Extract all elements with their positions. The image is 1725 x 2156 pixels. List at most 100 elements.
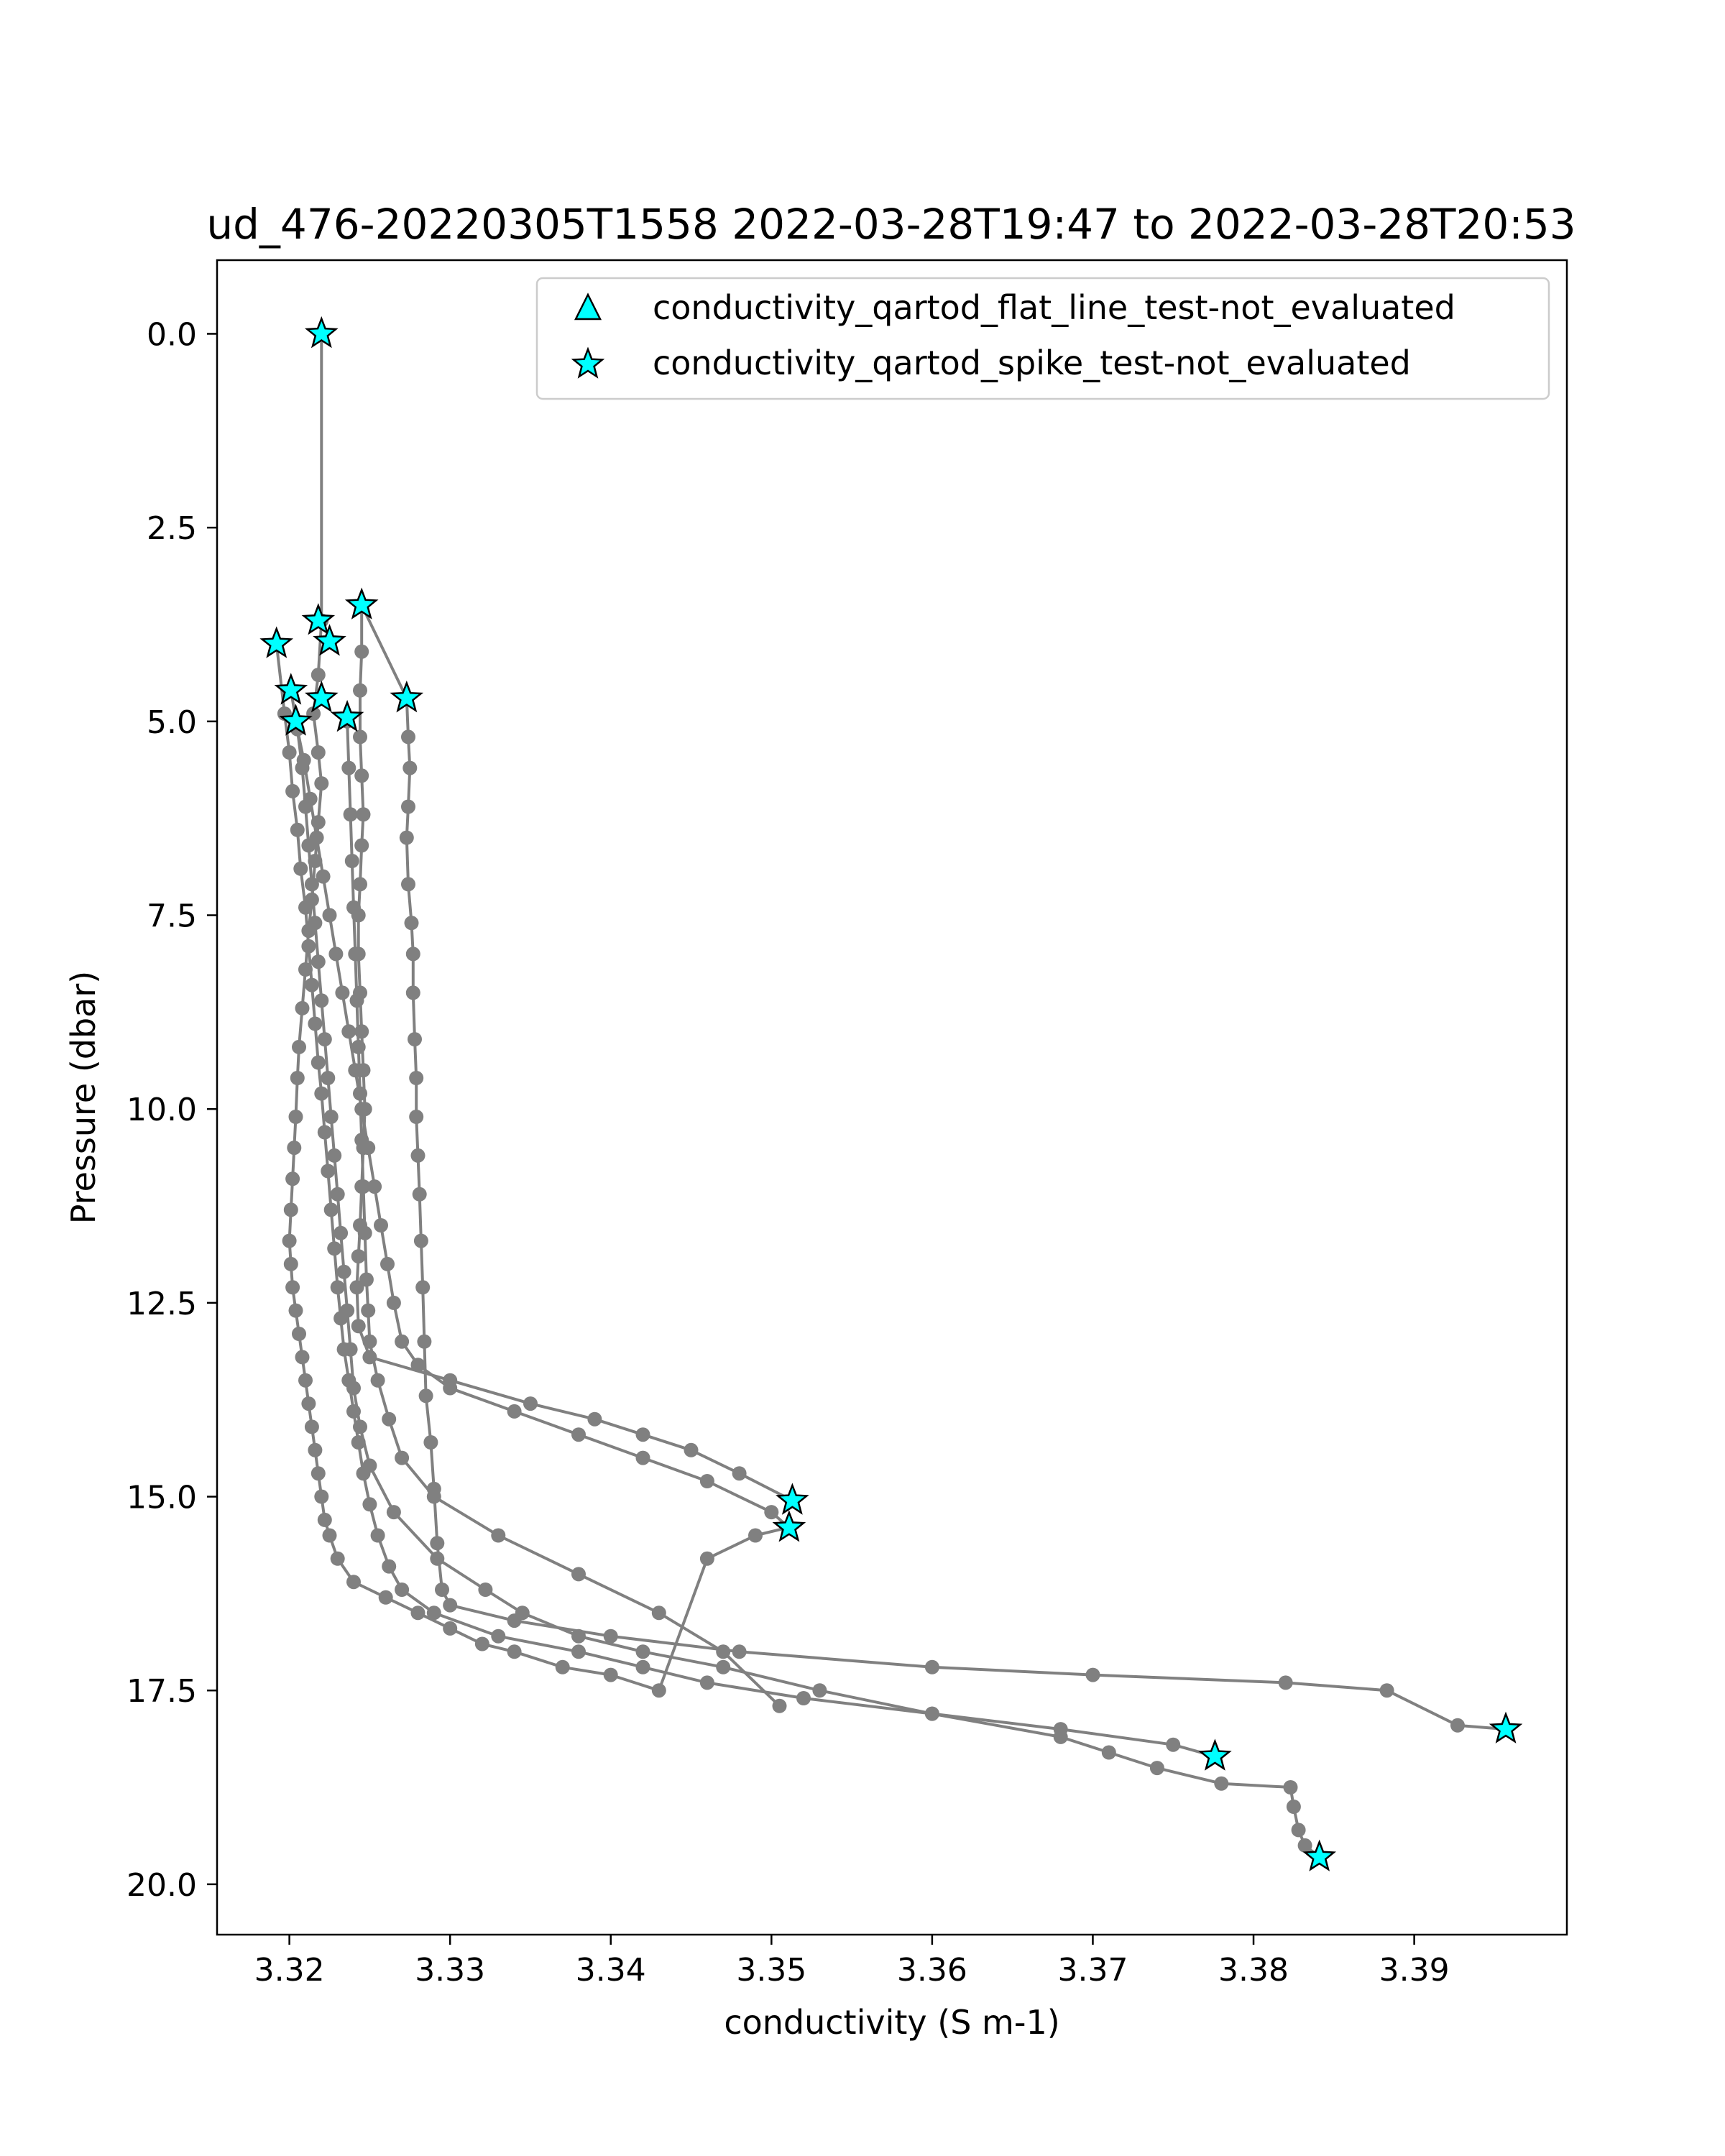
chart-title: ud_476-20220305T1558 2022-03-28T19:47 to… <box>206 200 1576 249</box>
data-point <box>310 1055 326 1070</box>
data-point <box>401 877 415 892</box>
data-point <box>321 1164 336 1179</box>
data-point <box>292 1039 306 1054</box>
data-point <box>285 1280 300 1295</box>
legend-label-spike: conductivity_qartod_spike_test-not_evalu… <box>653 344 1411 382</box>
data-point <box>295 1350 310 1365</box>
data-point <box>309 830 324 845</box>
spike-flag-marker <box>1198 1738 1232 1771</box>
axes-frame <box>216 259 1568 1936</box>
spike-flag-marker <box>274 673 308 705</box>
data-point <box>341 760 356 775</box>
spike-flag-marker <box>776 1483 809 1515</box>
data-point <box>474 1636 489 1651</box>
data-point <box>330 1280 345 1295</box>
spike-flag-marker <box>304 316 339 349</box>
data-point <box>732 1466 747 1481</box>
data-point <box>353 877 367 892</box>
plot-area <box>259 316 1523 1871</box>
data-point <box>1085 1667 1100 1682</box>
data-point <box>651 1683 666 1698</box>
data-point <box>386 1505 401 1520</box>
data-point <box>314 1086 329 1101</box>
data-point <box>423 1435 438 1450</box>
data-point <box>295 1000 310 1015</box>
data-point <box>382 1411 397 1427</box>
data-point <box>603 1628 618 1644</box>
x-tick-label: 3.34 <box>576 1952 646 1989</box>
x-tick-label: 3.33 <box>415 1952 485 1989</box>
data-point <box>378 1590 393 1605</box>
data-point <box>323 1110 339 1124</box>
data-point <box>301 939 316 954</box>
data-point <box>435 1583 449 1597</box>
data-point <box>507 1644 522 1659</box>
x-tick-label: 3.36 <box>897 1952 967 1989</box>
data-point <box>346 1381 361 1396</box>
data-point <box>283 1256 298 1271</box>
data-point <box>386 1295 401 1310</box>
data-point <box>635 1450 650 1465</box>
data-point <box>405 946 420 962</box>
data-point <box>418 1388 433 1404</box>
data-point <box>409 1110 424 1124</box>
data-point <box>410 1358 426 1373</box>
x-tick-label: 3.39 <box>1379 1952 1450 1989</box>
data-point <box>351 1039 366 1054</box>
data-point <box>351 1319 366 1334</box>
data-point <box>285 1171 300 1187</box>
data-point <box>317 1032 332 1047</box>
data-point <box>491 1628 506 1644</box>
data-point <box>317 1512 332 1527</box>
spike-flag-marker <box>301 603 336 635</box>
data-point <box>555 1659 570 1674</box>
data-point <box>282 745 297 760</box>
data-point <box>282 1233 297 1248</box>
data-point <box>349 1280 364 1295</box>
data-point <box>346 900 361 915</box>
spike-flag-marker <box>390 681 424 713</box>
data-point <box>1101 1745 1116 1760</box>
y-tick-label: 17.5 <box>126 1673 197 1710</box>
data-point <box>1379 1683 1394 1698</box>
data-point <box>304 1419 319 1434</box>
data-point <box>316 869 331 884</box>
data-point <box>292 1327 306 1341</box>
data-point <box>1149 1761 1164 1776</box>
data-point <box>328 946 344 962</box>
data-point <box>924 1659 939 1674</box>
data-point <box>370 1373 385 1388</box>
data-point <box>409 1071 424 1085</box>
data-point <box>356 1179 371 1194</box>
data-point <box>699 1675 714 1690</box>
legend-star-marker <box>571 346 605 379</box>
data-point <box>344 854 359 868</box>
data-point <box>285 783 300 798</box>
data-point <box>283 1202 298 1217</box>
data-point <box>1278 1675 1293 1690</box>
data-point <box>330 1551 345 1566</box>
data-point <box>764 1505 779 1520</box>
data-point <box>1283 1780 1298 1795</box>
data-point <box>330 1187 345 1202</box>
x-axis-label: conductivity (S m-1) <box>724 2003 1059 2042</box>
data-point <box>399 830 414 845</box>
data-point <box>327 1148 342 1163</box>
data-point <box>417 1334 432 1349</box>
data-point <box>354 768 369 783</box>
data-point <box>354 838 369 853</box>
data-point <box>924 1706 939 1721</box>
data-point <box>412 1187 427 1202</box>
data-point <box>401 729 415 745</box>
x-axis: 3.32 3.33 3.34 3.35 3.36 3.37 3.38 3.39 <box>254 1935 1450 1989</box>
data-point <box>288 1303 303 1318</box>
data-point <box>343 1342 358 1357</box>
data-point <box>426 1489 441 1504</box>
data-point <box>1297 1838 1312 1853</box>
data-point <box>395 1450 410 1465</box>
data-point <box>478 1583 493 1597</box>
data-point <box>362 1334 377 1349</box>
data-point <box>314 993 329 1008</box>
data-point <box>374 1218 388 1233</box>
